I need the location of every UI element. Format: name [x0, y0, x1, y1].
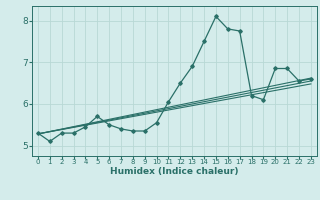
X-axis label: Humidex (Indice chaleur): Humidex (Indice chaleur) — [110, 167, 239, 176]
